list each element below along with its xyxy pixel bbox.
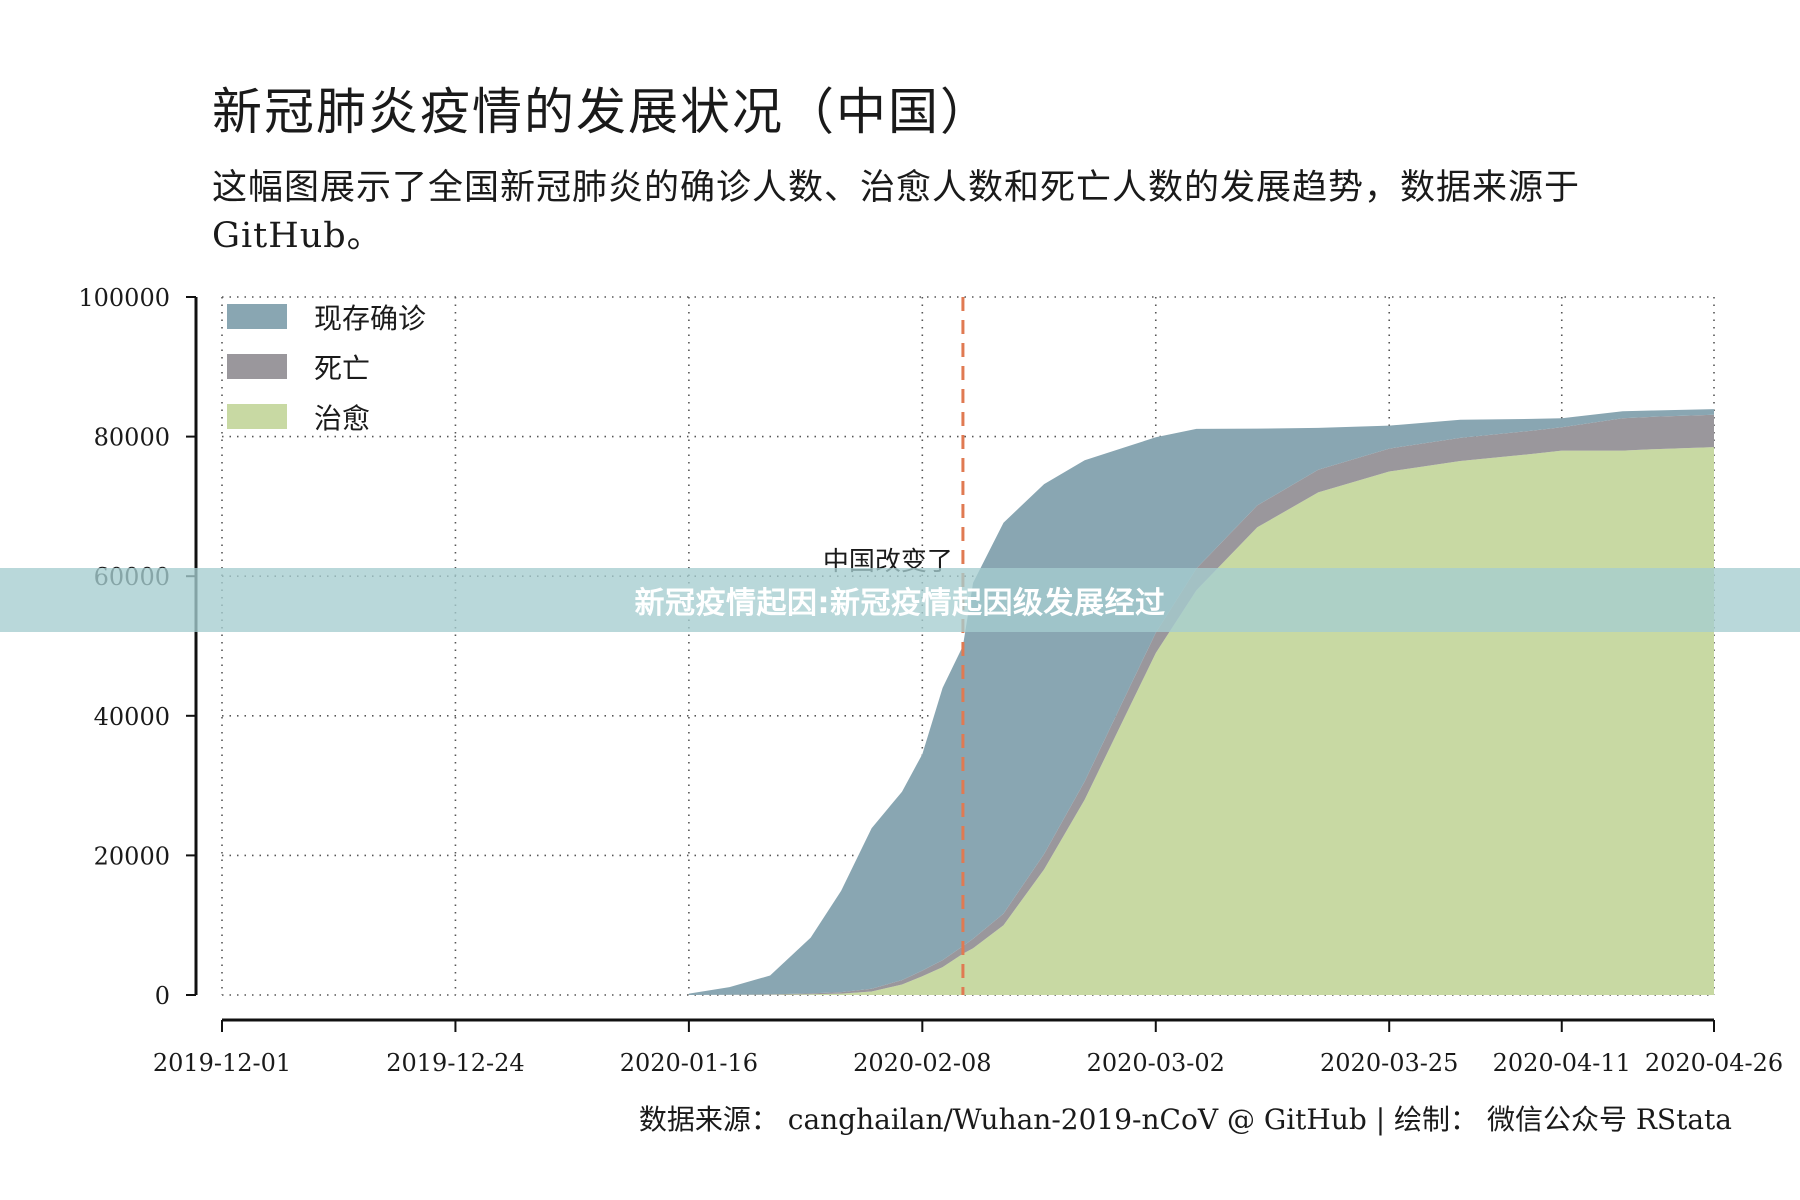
y-tick-label: 100000 [78,284,170,312]
stacked-areas [688,409,1714,996]
overlay-banner: 新冠疫情起因:新冠疫情起因级发展经过 [0,568,1800,632]
x-tick-label: 2020-01-16 [620,1049,758,1077]
y-tick-label: 80000 [94,424,170,452]
axes: 0200004000060000800001000002019-12-01201… [78,284,1783,1077]
y-tick-label: 20000 [94,842,170,870]
x-tick-label: 2020-02-08 [853,1049,991,1077]
x-tick-label: 2019-12-24 [386,1049,524,1077]
legend-active-swatch [227,304,287,329]
legend-recovered-label: 治愈 [314,402,370,435]
banner-text: 新冠疫情起因:新冠疫情起因级发展经过 [634,586,1166,621]
x-tick-label: 2020-03-25 [1320,1049,1458,1077]
y-tick-label: 40000 [94,703,170,731]
source-caption: 数据来源： canghailan/Wuhan-2019-nCoV @ GitHu… [638,1103,1732,1136]
area-active [688,409,1714,996]
x-tick-label: 2019-12-01 [153,1049,291,1077]
legend-deaths-swatch [227,354,287,379]
legend-recovered-swatch [227,404,287,429]
chart-subtitle: 这幅图展示了全国新冠肺炎的确诊人数、治愈人数和死亡人数的发展趋势，数据来源于 G… [212,168,1581,256]
chart-title: 新冠肺炎疫情的发展状况（中国） [212,83,992,141]
y-tick-label: 0 [155,982,170,1010]
legend-deaths-label: 死亡 [314,352,370,385]
x-tick-label: 2020-03-02 [1087,1049,1225,1077]
x-tick-label: 2020-04-11 [1493,1049,1631,1077]
legend-active-label: 现存确诊 [314,302,426,335]
x-tick-label: 2020-04-26 [1645,1049,1783,1077]
